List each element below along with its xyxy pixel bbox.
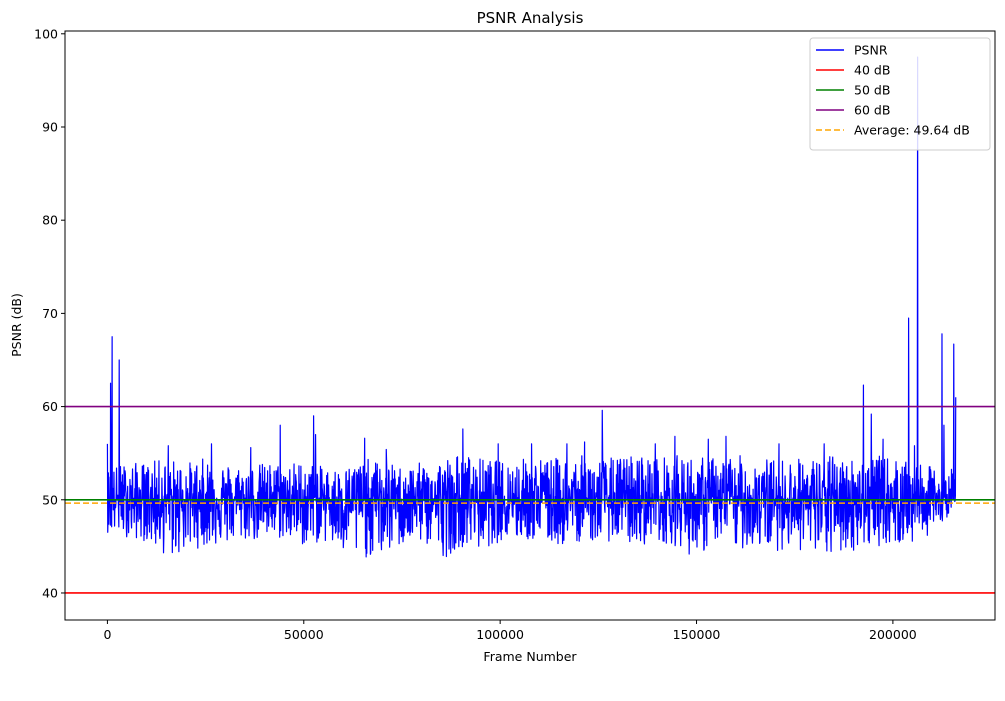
legend-entry-40db: 40 dB bbox=[816, 63, 890, 78]
legend-label: 60 dB bbox=[854, 103, 890, 118]
legend-label: 50 dB bbox=[854, 83, 890, 98]
plot-area bbox=[64, 30, 996, 621]
y-tick-label: 100 bbox=[34, 26, 58, 41]
x-tick-label: 100000 bbox=[476, 627, 524, 642]
legend-entry-60db: 60 dB bbox=[816, 103, 890, 118]
chart-title: PSNR Analysis bbox=[477, 9, 584, 27]
y-axis: 40 50 60 70 80 90 100 bbox=[34, 26, 65, 600]
y-tick-label: 70 bbox=[42, 306, 58, 321]
x-tick-label: 0 bbox=[103, 627, 111, 642]
legend: PSNR 40 dB 50 dB 60 dB Average: 49.64 dB bbox=[809, 37, 991, 151]
legend-label: Average: 49.64 dB bbox=[854, 123, 970, 138]
x-axis: 0 50000 100000 150000 200000 bbox=[103, 620, 917, 642]
y-tick-label: 90 bbox=[42, 119, 58, 134]
legend-box bbox=[809, 37, 991, 151]
series-layer bbox=[65, 56, 995, 594]
y-tick-label: 50 bbox=[42, 492, 58, 507]
x-tick-label: 200000 bbox=[869, 627, 917, 642]
legend-entry-average: Average: 49.64 dB bbox=[816, 123, 970, 138]
series-line-psnr bbox=[106, 56, 957, 558]
y-tick-label: 60 bbox=[42, 399, 58, 414]
legend-entry-50db: 50 dB bbox=[816, 83, 890, 98]
x-axis-label: Frame Number bbox=[483, 649, 577, 664]
legend-label: PSNR bbox=[854, 43, 888, 58]
plot-frame bbox=[64, 30, 996, 621]
legend-label: 40 dB bbox=[854, 63, 890, 78]
x-tick-label: 150000 bbox=[673, 627, 721, 642]
x-tick-label: 50000 bbox=[284, 627, 324, 642]
y-axis-label: PSNR (dB) bbox=[9, 293, 24, 357]
y-tick-label: 40 bbox=[42, 585, 58, 600]
y-tick-label: 80 bbox=[42, 213, 58, 228]
legend-entry-psnr: PSNR bbox=[816, 43, 888, 58]
